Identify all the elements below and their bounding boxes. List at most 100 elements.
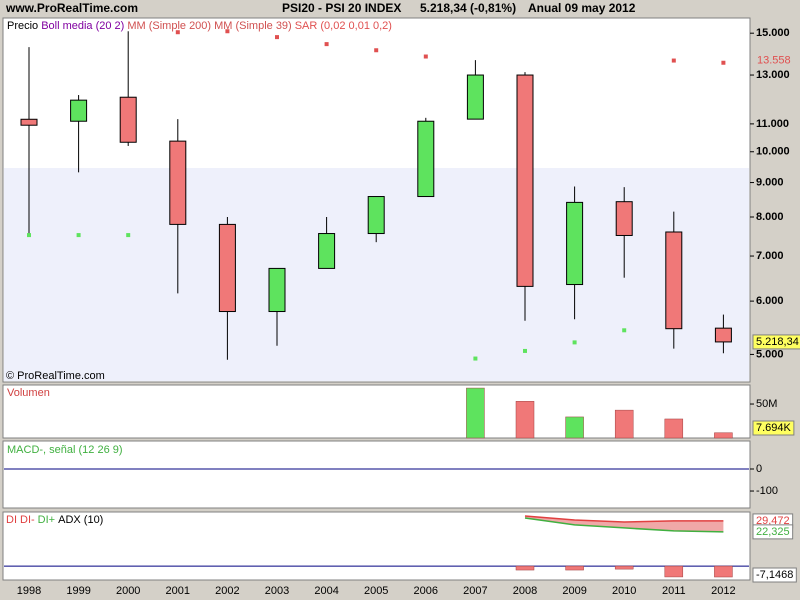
candle-body — [218, 223, 236, 313]
sar-point — [275, 35, 279, 40]
candle-body — [119, 96, 137, 143]
value-label-box — [752, 334, 800, 350]
legend-entry: Precio — [7, 20, 38, 32]
value-label: 29,472 — [756, 515, 790, 527]
y-tick-label: 0 — [756, 463, 762, 475]
histogram-bar — [614, 565, 634, 570]
sar-point — [225, 29, 230, 34]
legend-entry: DI+ — [38, 514, 55, 526]
histogram-bar — [515, 565, 535, 571]
sar-point — [721, 60, 726, 65]
volume-panel — [2, 384, 751, 439]
x-tick-label: 2009 — [562, 585, 586, 597]
candle-body — [417, 120, 435, 198]
y-tick-label: 50M — [756, 398, 777, 410]
x-tick-label: 2005 — [364, 585, 388, 597]
sar-point — [175, 30, 180, 35]
di-line — [524, 515, 724, 523]
volume-bar — [614, 409, 634, 439]
value-label-box — [752, 524, 794, 540]
candle-body — [367, 196, 385, 235]
candle-body — [566, 201, 584, 286]
legend-entry: MM (Simple 39) — [214, 20, 292, 32]
panel-title: MACD-, señal (12 26 9) — [7, 444, 123, 456]
legend-entry: SAR (0,02 0,01 0,2) — [295, 20, 392, 32]
candle-body — [318, 233, 336, 269]
legend: DI DI- DI+ ADX (10) — [6, 514, 103, 526]
panel-title: Volumen — [7, 387, 50, 399]
histogram-bar — [714, 565, 733, 578]
macd-panel — [2, 440, 751, 509]
x-tick-label: 2012 — [711, 585, 735, 597]
legend-entry: DI — [6, 514, 17, 526]
volume-bar — [515, 401, 535, 439]
quote: 5.218,34 (-0,81%) — [420, 1, 516, 15]
x-tick-label: 2004 — [314, 585, 338, 597]
legend: Precio Boll media (20 2) MM (Simple 200) MM… — [7, 20, 392, 32]
y-tick-label: -100 — [756, 485, 778, 497]
instrument: PSI20 - PSI 20 INDEX — [282, 1, 401, 15]
sar-point — [374, 48, 379, 53]
candle-body — [70, 99, 88, 122]
y-tick-label: 11.000 — [756, 118, 789, 130]
sar-label: 13.558 — [757, 55, 791, 67]
y-tick-label: 7.000 — [756, 250, 784, 262]
value-label: 7.694K — [756, 422, 792, 434]
x-tick-label: 1999 — [66, 585, 90, 597]
histogram-bar — [565, 565, 584, 571]
x-tick-label: 2006 — [414, 585, 438, 597]
volume-bar — [466, 387, 485, 439]
candle-body — [516, 74, 534, 287]
candle-body — [665, 231, 683, 330]
period: Anual 09 may 2012 — [528, 1, 636, 15]
candle-body — [615, 201, 633, 236]
sar-point — [324, 42, 329, 47]
sar-point — [523, 348, 527, 353]
volume-bar — [714, 432, 733, 439]
y-tick-label: 5.000 — [756, 348, 784, 360]
value-label-box — [752, 420, 795, 436]
sar-point — [423, 54, 428, 59]
x-tick-label: 2008 — [513, 585, 537, 597]
value-label: 22,325 — [756, 526, 790, 538]
x-tick-label: 2007 — [463, 585, 487, 597]
y-tick-label: 6.000 — [756, 295, 784, 307]
site: www.ProRealTime.com — [5, 1, 138, 15]
x-tick-label: 2001 — [166, 585, 190, 597]
y-tick-label: 15.000 — [756, 27, 790, 39]
value-label: -7,1468 — [756, 569, 793, 581]
legend-entry: Boll media (20 2) — [41, 20, 124, 32]
volume-bar — [664, 418, 684, 439]
x-tick-label: 2011 — [662, 585, 686, 597]
x-tick-label: 2010 — [612, 585, 636, 597]
volume-bar — [565, 416, 584, 439]
legend-entry: DI- — [20, 514, 35, 526]
legend-entry: ADX (10) — [58, 514, 103, 526]
x-tick-label: 1998 — [17, 585, 41, 597]
value-label-box — [752, 567, 797, 583]
candle-body — [169, 140, 187, 225]
y-tick-label: 9.000 — [756, 176, 784, 188]
value-label: 5.218,34 — [756, 336, 799, 348]
x-tick-label: 2003 — [265, 585, 289, 597]
candle-body — [20, 118, 38, 126]
candle-body — [714, 327, 732, 343]
legend-entry: MM (Simple 200) — [127, 20, 211, 32]
y-tick-label: 13.000 — [756, 69, 790, 81]
sar-point — [572, 340, 577, 345]
watermark: © ProRealTime.com — [6, 370, 105, 382]
x-tick-label: 2002 — [215, 585, 239, 597]
candle-body — [466, 74, 484, 120]
histogram-bar — [664, 565, 684, 578]
sar-point — [76, 233, 81, 238]
sar-point — [622, 328, 627, 333]
di-fill — [525, 515, 724, 532]
di-line — [524, 517, 724, 533]
y-tick-label: 8.000 — [756, 211, 784, 223]
sar-point — [671, 58, 676, 63]
sar-point — [126, 233, 131, 238]
candle-body — [268, 267, 286, 313]
x-tick-label: 2000 — [116, 585, 140, 597]
